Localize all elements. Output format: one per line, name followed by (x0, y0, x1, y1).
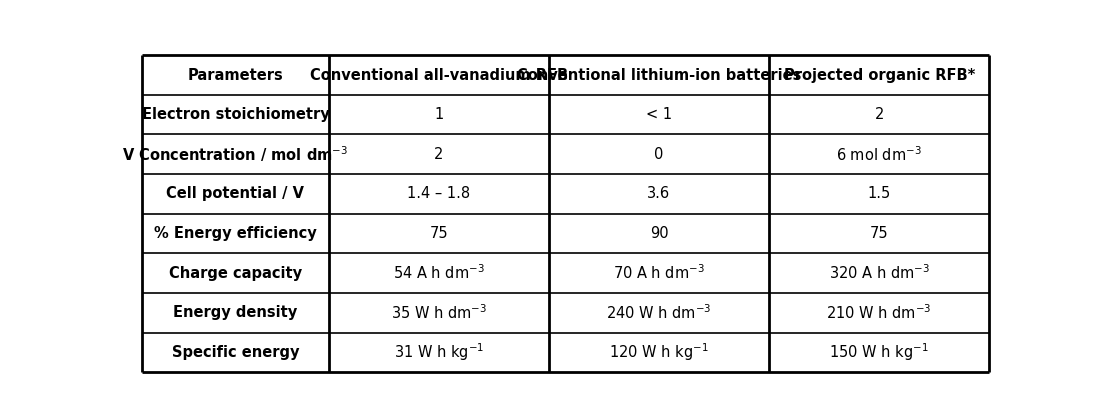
Text: 35 W h dm$^{-3}$: 35 W h dm$^{-3}$ (391, 303, 487, 322)
Text: 1.4 – 1.8: 1.4 – 1.8 (407, 186, 470, 202)
Text: 2: 2 (874, 107, 884, 122)
Text: 150 W h kg$^{-1}$: 150 W h kg$^{-1}$ (829, 341, 928, 363)
Text: 240 W h dm$^{-3}$: 240 W h dm$^{-3}$ (606, 303, 712, 322)
Text: Electron stoichiometry: Electron stoichiometry (141, 107, 329, 122)
Text: Energy density: Energy density (173, 305, 298, 320)
Text: 120 W h kg$^{-1}$: 120 W h kg$^{-1}$ (609, 341, 709, 363)
Text: Projected organic RFB*: Projected organic RFB* (784, 68, 975, 83)
Text: Specific energy: Specific energy (172, 345, 299, 360)
Text: 320 A h dm$^{-3}$: 320 A h dm$^{-3}$ (829, 264, 930, 283)
Text: 210 W h dm$^{-3}$: 210 W h dm$^{-3}$ (827, 303, 932, 322)
Text: 2: 2 (434, 147, 444, 162)
Text: 54 A h dm$^{-3}$: 54 A h dm$^{-3}$ (393, 264, 485, 283)
Text: 31 W h kg$^{-1}$: 31 W h kg$^{-1}$ (394, 341, 484, 363)
Text: Charge capacity: Charge capacity (169, 265, 302, 281)
Text: Conventional all-vanadium RFB: Conventional all-vanadium RFB (310, 68, 567, 83)
Text: V Concentration / mol dm$^{-3}$: V Concentration / mol dm$^{-3}$ (123, 144, 349, 164)
Text: Parameters: Parameters (188, 68, 284, 83)
Text: Conventional lithium-ion batteries: Conventional lithium-ion batteries (517, 68, 802, 83)
Text: < 1: < 1 (646, 107, 672, 122)
Text: % Energy efficiency: % Energy efficiency (155, 226, 317, 241)
Text: 70 A h dm$^{-3}$: 70 A h dm$^{-3}$ (613, 264, 704, 283)
Text: 0: 0 (655, 147, 664, 162)
Text: 6 mol dm$^{-3}$: 6 mol dm$^{-3}$ (837, 145, 922, 164)
Text: 90: 90 (649, 226, 668, 241)
Text: 1.5: 1.5 (868, 186, 891, 202)
Text: Cell potential / V: Cell potential / V (167, 186, 305, 202)
Text: 75: 75 (870, 226, 889, 241)
Text: 3.6: 3.6 (647, 186, 670, 202)
Text: 1: 1 (434, 107, 444, 122)
Text: 75: 75 (429, 226, 448, 241)
